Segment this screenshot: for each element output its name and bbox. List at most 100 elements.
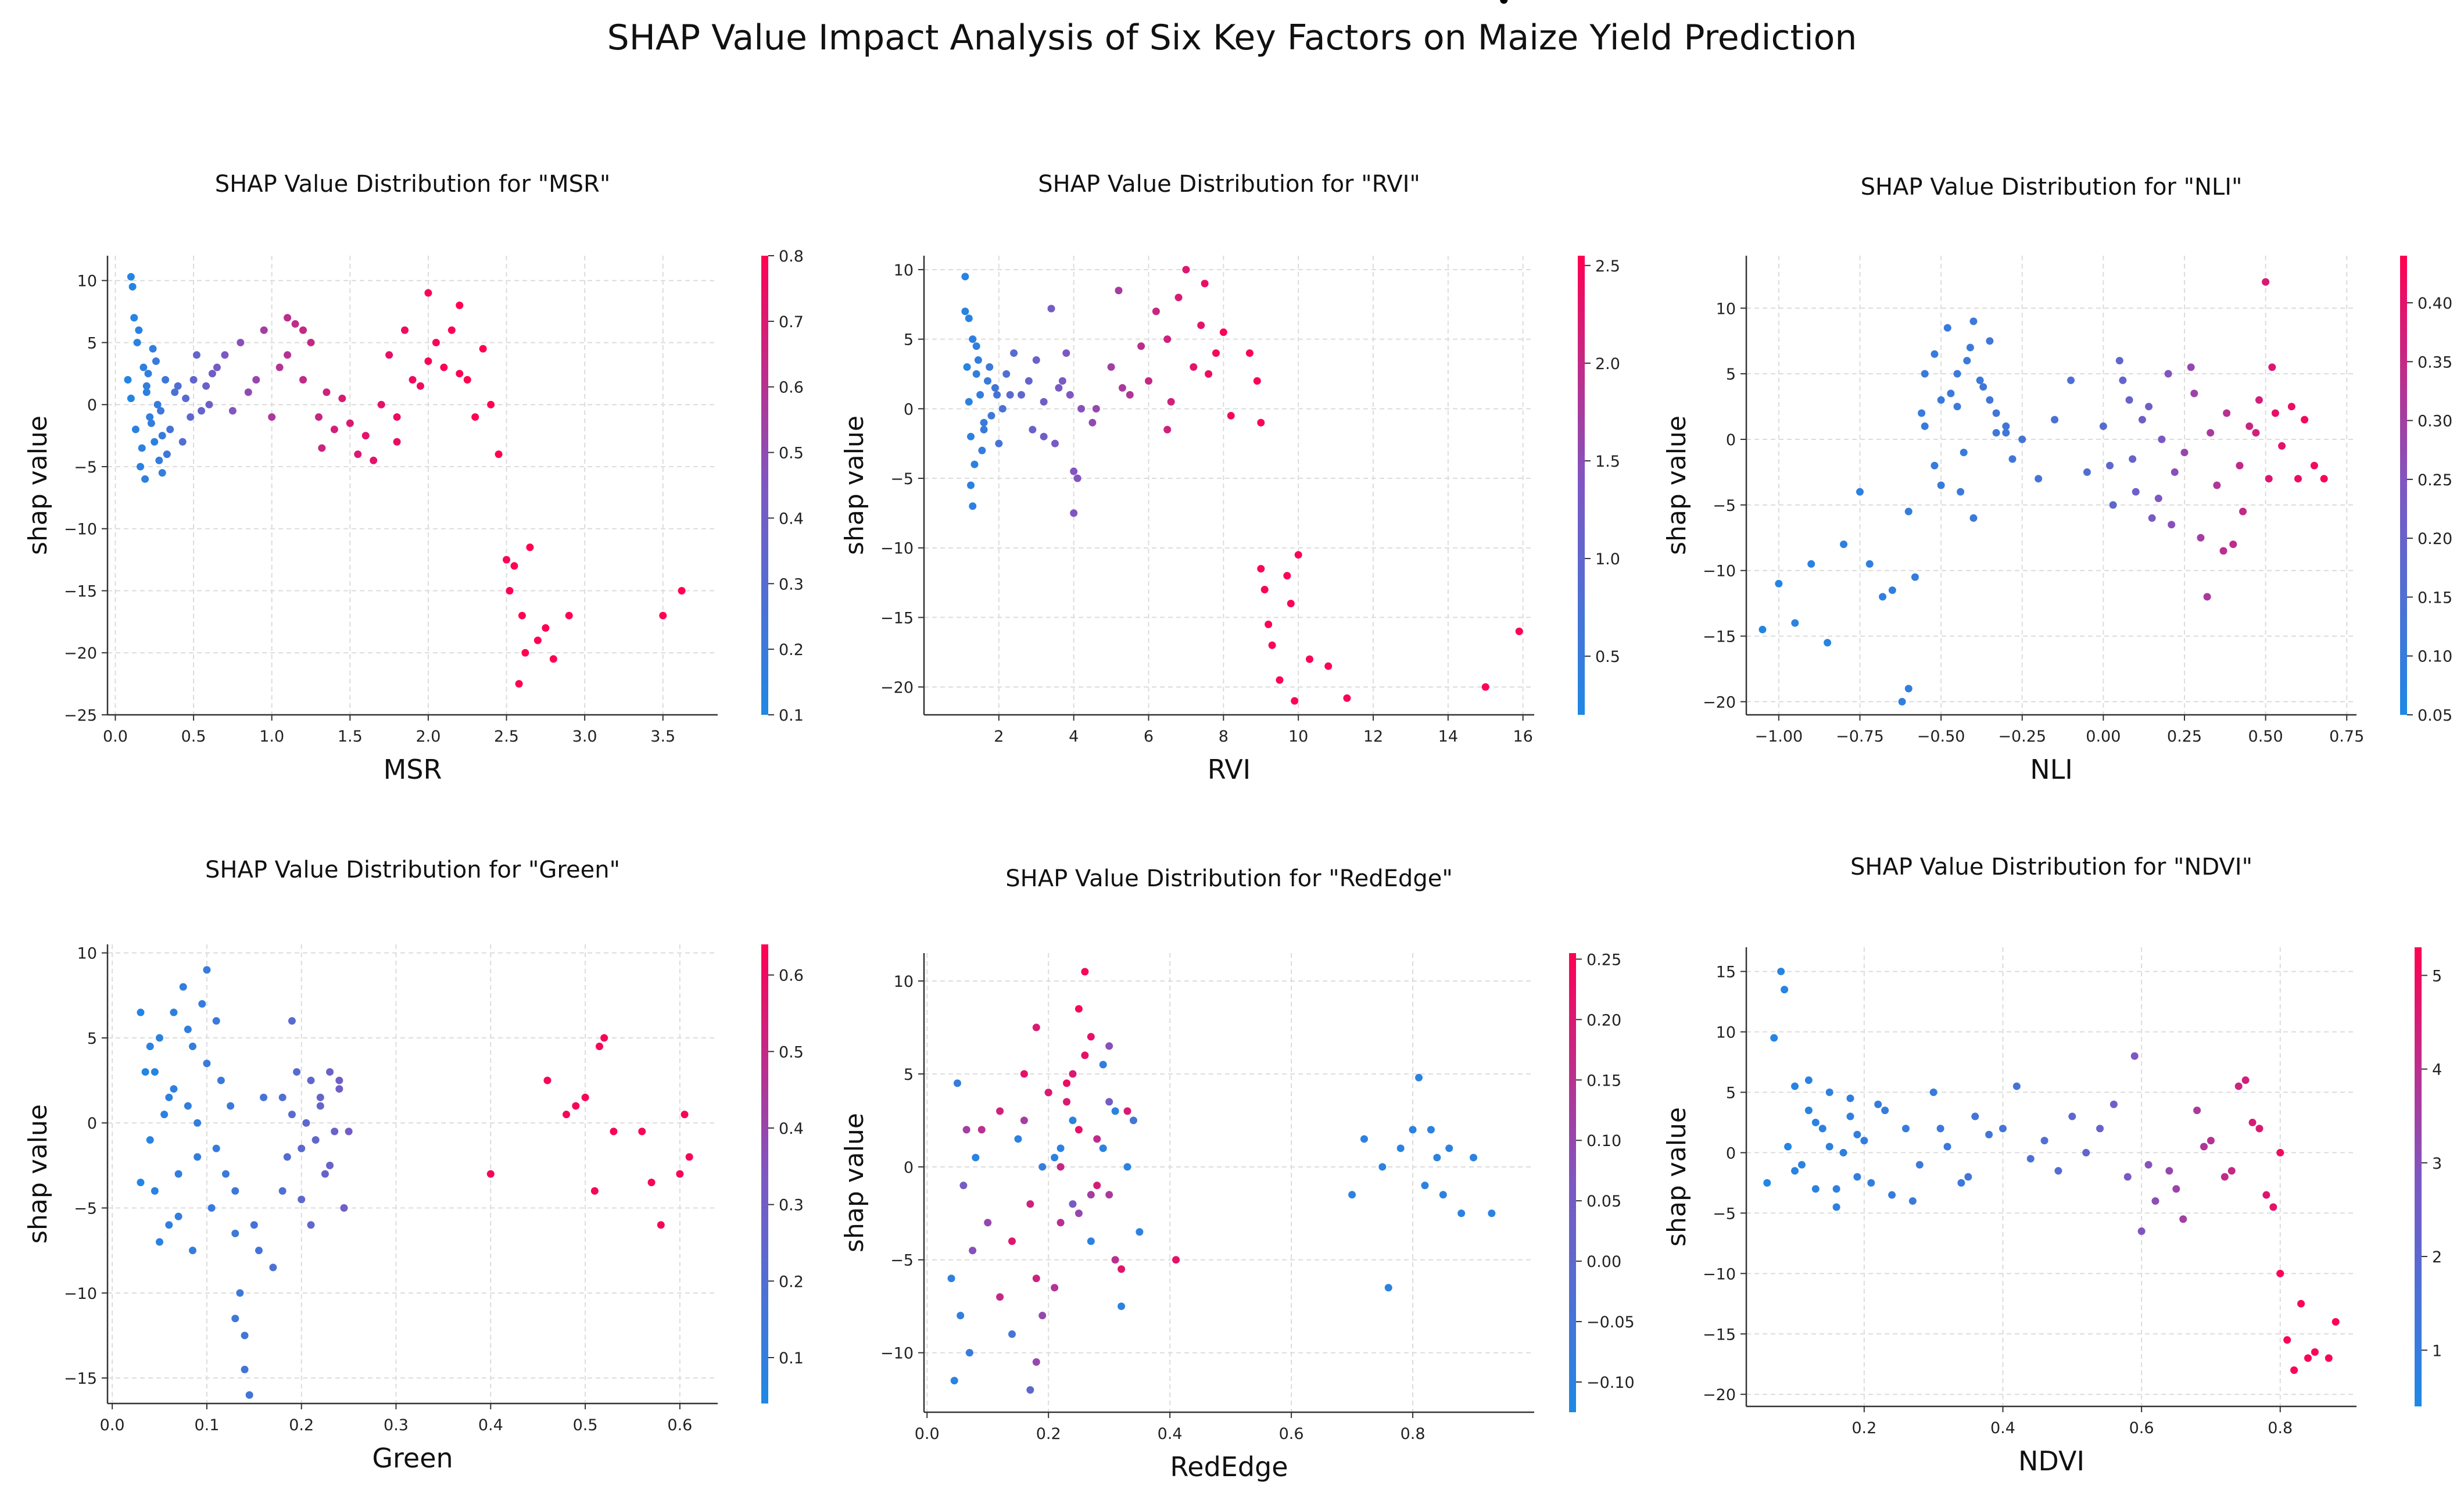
y-axis-label: shap value	[23, 1104, 53, 1244]
data-point	[416, 382, 424, 390]
data-point	[503, 556, 511, 564]
data-point	[2145, 403, 2153, 411]
data-point	[1029, 425, 1037, 434]
x-tick-label: 6	[1144, 728, 1154, 746]
data-point	[678, 586, 686, 595]
data-point	[1992, 409, 2000, 417]
data-point	[685, 1153, 693, 1161]
data-point	[969, 1247, 977, 1255]
data-point	[2197, 534, 2205, 542]
data-point	[141, 1068, 149, 1076]
data-point	[141, 475, 149, 483]
data-point	[681, 1111, 689, 1119]
data-point	[572, 1102, 580, 1110]
colorbar-tick-label: 0.15	[2418, 589, 2452, 607]
data-point	[124, 376, 132, 384]
data-point	[1201, 280, 1209, 288]
data-point	[182, 395, 190, 403]
data-point	[1445, 1144, 1453, 1152]
x-tick-label: 0.50	[2248, 728, 2283, 746]
data-point	[354, 450, 362, 459]
data-point	[321, 1170, 329, 1178]
data-point	[2096, 1125, 2104, 1133]
data-point	[2265, 475, 2273, 483]
x-tick-label: 0.5	[181, 728, 206, 746]
y-tick-label: −20	[64, 645, 97, 663]
data-point	[241, 1331, 249, 1340]
data-point	[998, 404, 1007, 413]
x-tick-label: 2	[994, 728, 1004, 746]
colorbar-tick-label: 0.6	[779, 967, 804, 985]
colorbar-tick-label: 0.15	[1586, 1072, 1621, 1090]
data-point	[331, 1127, 339, 1136]
data-point	[1305, 655, 1313, 663]
data-point	[2130, 1052, 2139, 1060]
data-point	[1075, 1005, 1083, 1013]
data-point	[155, 456, 163, 464]
data-point	[984, 377, 992, 385]
data-point	[1197, 321, 1205, 330]
data-point	[203, 966, 211, 974]
x-tick-label: 0.4	[478, 1416, 503, 1434]
x-tick-label: 0.8	[2268, 1419, 2293, 1437]
x-tick-label: 2.5	[494, 728, 519, 746]
data-point	[131, 425, 139, 434]
data-point	[2187, 363, 2195, 371]
data-point	[2287, 403, 2295, 411]
data-point	[1979, 383, 1987, 391]
data-point	[495, 450, 503, 459]
y-axis-label: shap value	[840, 1113, 869, 1252]
data-point	[158, 469, 166, 477]
data-point	[970, 460, 979, 468]
data-point	[318, 444, 326, 452]
data-point	[1099, 1061, 1107, 1069]
x-tick-label: 0.6	[2129, 1419, 2154, 1437]
data-point	[533, 636, 542, 645]
data-point	[2035, 475, 2043, 483]
data-point	[236, 1289, 244, 1297]
data-point	[1020, 1070, 1028, 1078]
data-point	[1953, 370, 1961, 378]
data-point	[1111, 1256, 1119, 1264]
data-point	[174, 382, 182, 390]
colorbar	[2400, 256, 2407, 715]
data-point	[526, 543, 534, 552]
colorbar-tick-label: 0.5	[779, 445, 804, 463]
data-point	[1118, 1265, 1126, 1273]
data-point	[1957, 488, 1965, 496]
data-point	[302, 1119, 310, 1127]
data-point	[463, 376, 471, 384]
data-point	[977, 1126, 986, 1134]
data-point	[231, 1229, 239, 1237]
data-point	[1943, 1143, 1951, 1151]
y-tick-label: −10	[64, 521, 97, 539]
colorbar	[1569, 953, 1576, 1412]
data-point	[340, 1204, 348, 1212]
data-point	[170, 1085, 178, 1093]
data-point	[409, 376, 417, 384]
data-point	[424, 289, 432, 297]
data-point	[969, 335, 977, 343]
data-point	[2276, 1269, 2284, 1277]
y-tick-label: 10	[1716, 1024, 1736, 1042]
data-point	[610, 1127, 618, 1136]
data-point	[221, 351, 229, 359]
x-tick-label: 0.4	[1158, 1425, 1183, 1443]
panel-title: SHAP Value Distribution for "RedEdge"	[1005, 865, 1452, 892]
colorbar	[761, 256, 768, 715]
data-point	[138, 444, 146, 452]
data-point	[1070, 467, 1078, 475]
data-point	[1953, 403, 1961, 411]
y-tick-label: 5	[1726, 1084, 1736, 1102]
data-point	[510, 562, 518, 570]
data-point	[600, 1034, 608, 1042]
data-point	[1093, 1181, 1101, 1190]
data-point	[326, 1068, 334, 1076]
data-point	[231, 1187, 239, 1195]
data-point	[596, 1043, 604, 1051]
data-point	[963, 363, 971, 371]
y-tick-label: −20	[880, 679, 914, 697]
y-tick-label: −15	[880, 609, 914, 627]
data-point	[1791, 619, 1799, 627]
x-tick-label: 0.3	[384, 1416, 409, 1434]
